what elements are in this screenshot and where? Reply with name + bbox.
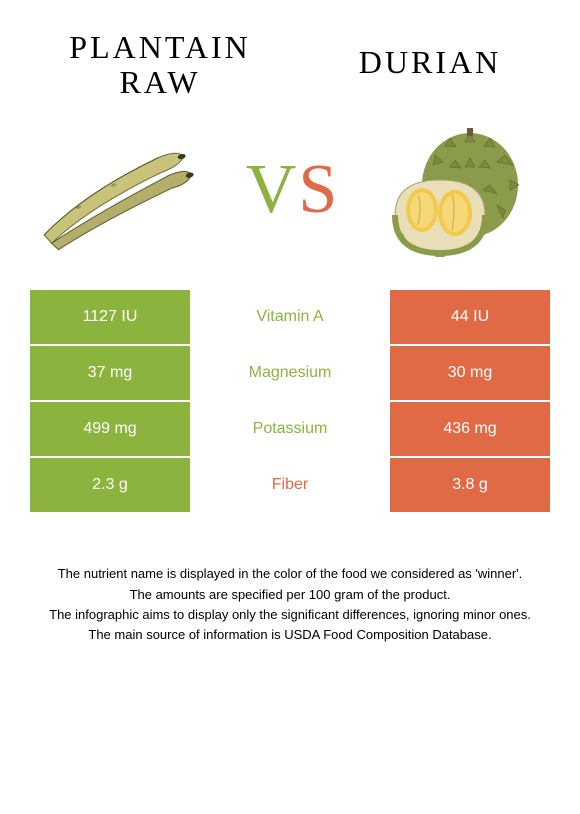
- nutrient-label: Potassium: [190, 402, 390, 456]
- value-left: 499 mg: [30, 402, 190, 456]
- footnote-1: The nutrient name is displayed in the co…: [25, 564, 555, 584]
- title-left-line1: Plantain: [69, 29, 250, 65]
- footnotes: The nutrient name is displayed in the co…: [0, 514, 580, 645]
- nutrient-label: Magnesium: [190, 346, 390, 400]
- value-left: 2.3 g: [30, 458, 190, 512]
- footnote-3: The infographic aims to display only the…: [25, 605, 555, 625]
- table-row: 1127 IUVitamin A44 IU: [30, 290, 550, 346]
- table-row: 499 mgPotassium436 mg: [30, 402, 550, 458]
- table-row: 2.3 gFiber3.8 g: [30, 458, 550, 514]
- footnote-4: The main source of information is USDA F…: [25, 625, 555, 645]
- table-row: 37 mgMagnesium30 mg: [30, 346, 550, 402]
- value-right: 44 IU: [390, 290, 550, 344]
- hero-row: VS: [0, 100, 580, 290]
- value-right: 436 mg: [390, 402, 550, 456]
- nutrient-label: Vitamin A: [190, 290, 390, 344]
- nutrient-table: 1127 IUVitamin A44 IU37 mgMagnesium30 mg…: [0, 290, 580, 514]
- title-left-line2: raw: [119, 64, 200, 100]
- header: Plantain raw Durian: [0, 0, 580, 100]
- title-left: Plantain raw: [60, 30, 260, 100]
- value-left: 37 mg: [30, 346, 190, 400]
- nutrient-label: Fiber: [190, 458, 390, 512]
- durian-image: [380, 120, 540, 260]
- value-right: 3.8 g: [390, 458, 550, 512]
- footnote-2: The amounts are specified per 100 gram o…: [25, 585, 555, 605]
- value-left: 1127 IU: [30, 290, 190, 344]
- value-right: 30 mg: [390, 346, 550, 400]
- vs-v: V: [246, 151, 299, 228]
- title-right: Durian: [340, 30, 520, 80]
- plantain-image: [25, 130, 205, 250]
- vs-s: S: [298, 151, 339, 228]
- vs-label: VS: [246, 150, 340, 230]
